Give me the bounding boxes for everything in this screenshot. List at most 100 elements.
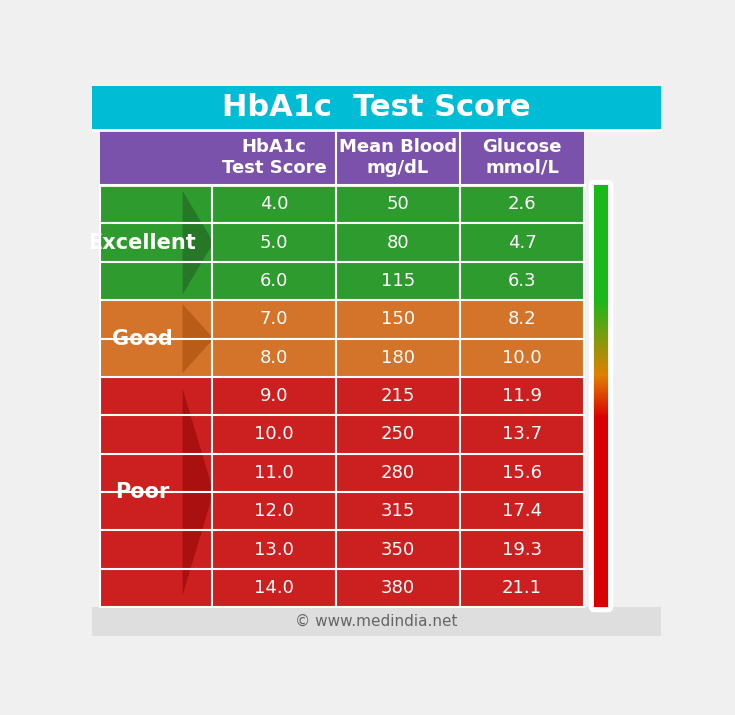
- Bar: [594, 322, 608, 325]
- Bar: [212, 377, 336, 415]
- Bar: [594, 231, 608, 233]
- Bar: [594, 202, 608, 203]
- Bar: [594, 473, 608, 475]
- Text: 350: 350: [381, 541, 415, 558]
- Bar: [594, 200, 608, 202]
- Bar: [594, 462, 608, 463]
- Bar: [594, 501, 608, 503]
- Bar: [594, 603, 608, 604]
- Bar: [594, 277, 608, 280]
- Bar: [594, 207, 608, 209]
- Bar: [594, 244, 608, 246]
- Bar: [594, 285, 608, 287]
- Bar: [594, 495, 608, 498]
- Bar: [594, 448, 608, 450]
- Bar: [594, 439, 608, 441]
- Bar: [594, 267, 608, 270]
- Bar: [336, 415, 460, 453]
- Bar: [594, 498, 608, 500]
- Bar: [594, 545, 608, 546]
- Bar: [594, 295, 608, 296]
- Bar: [594, 397, 608, 399]
- Bar: [594, 365, 608, 367]
- Bar: [594, 601, 608, 603]
- Bar: [594, 347, 608, 348]
- Bar: [212, 262, 336, 300]
- Bar: [460, 339, 584, 377]
- Bar: [594, 484, 608, 486]
- Bar: [594, 497, 608, 499]
- Bar: [594, 533, 608, 536]
- Bar: [212, 453, 336, 492]
- Bar: [594, 348, 608, 350]
- Bar: [594, 513, 608, 514]
- Text: 10.0: 10.0: [502, 349, 542, 367]
- Text: 11.9: 11.9: [502, 387, 542, 405]
- Bar: [594, 517, 608, 518]
- Bar: [92, 86, 662, 129]
- Bar: [594, 508, 608, 510]
- Text: 13.7: 13.7: [502, 425, 542, 443]
- Text: Excellent: Excellent: [88, 232, 196, 252]
- Bar: [594, 260, 608, 261]
- Bar: [594, 491, 608, 493]
- Bar: [594, 577, 608, 579]
- Bar: [594, 542, 608, 544]
- Polygon shape: [182, 304, 214, 373]
- Bar: [594, 296, 608, 297]
- Bar: [594, 392, 608, 393]
- Bar: [594, 481, 608, 483]
- Bar: [594, 355, 608, 357]
- Bar: [212, 492, 336, 531]
- Bar: [594, 247, 608, 248]
- Bar: [594, 606, 608, 607]
- Bar: [594, 358, 608, 360]
- Bar: [594, 559, 608, 561]
- Text: 17.4: 17.4: [502, 502, 542, 521]
- Bar: [594, 299, 608, 300]
- Bar: [594, 275, 608, 277]
- Bar: [594, 408, 608, 410]
- Bar: [594, 581, 608, 583]
- Bar: [594, 212, 608, 213]
- Text: 4.7: 4.7: [508, 234, 537, 252]
- Bar: [594, 302, 608, 303]
- Bar: [594, 446, 608, 448]
- Bar: [594, 460, 608, 462]
- Bar: [594, 213, 608, 214]
- Bar: [460, 492, 584, 531]
- Bar: [594, 586, 608, 588]
- Bar: [594, 468, 608, 469]
- Bar: [594, 366, 608, 368]
- Text: 12.0: 12.0: [254, 502, 294, 521]
- Bar: [594, 204, 608, 206]
- Text: Poor: Poor: [115, 482, 170, 502]
- Bar: [594, 445, 608, 447]
- Bar: [594, 262, 608, 264]
- Bar: [594, 456, 608, 458]
- Bar: [336, 262, 460, 300]
- Bar: [594, 311, 608, 313]
- Bar: [594, 393, 608, 395]
- Bar: [594, 376, 608, 378]
- Bar: [336, 568, 460, 607]
- Text: 4.0: 4.0: [259, 195, 288, 213]
- Bar: [594, 261, 608, 262]
- Bar: [594, 588, 608, 590]
- Bar: [594, 242, 608, 245]
- Bar: [336, 377, 460, 415]
- Bar: [594, 375, 608, 376]
- Bar: [460, 262, 584, 300]
- Text: 14.0: 14.0: [254, 579, 294, 597]
- Bar: [594, 565, 608, 566]
- Text: Mean Blood
mg/dL: Mean Blood mg/dL: [339, 138, 457, 177]
- Bar: [594, 395, 608, 398]
- Bar: [594, 199, 608, 201]
- Bar: [594, 203, 608, 204]
- Bar: [594, 470, 608, 472]
- Bar: [594, 222, 608, 225]
- Bar: [594, 325, 608, 327]
- Text: 8.2: 8.2: [508, 310, 537, 328]
- Text: 9.0: 9.0: [259, 387, 288, 405]
- Bar: [92, 607, 662, 636]
